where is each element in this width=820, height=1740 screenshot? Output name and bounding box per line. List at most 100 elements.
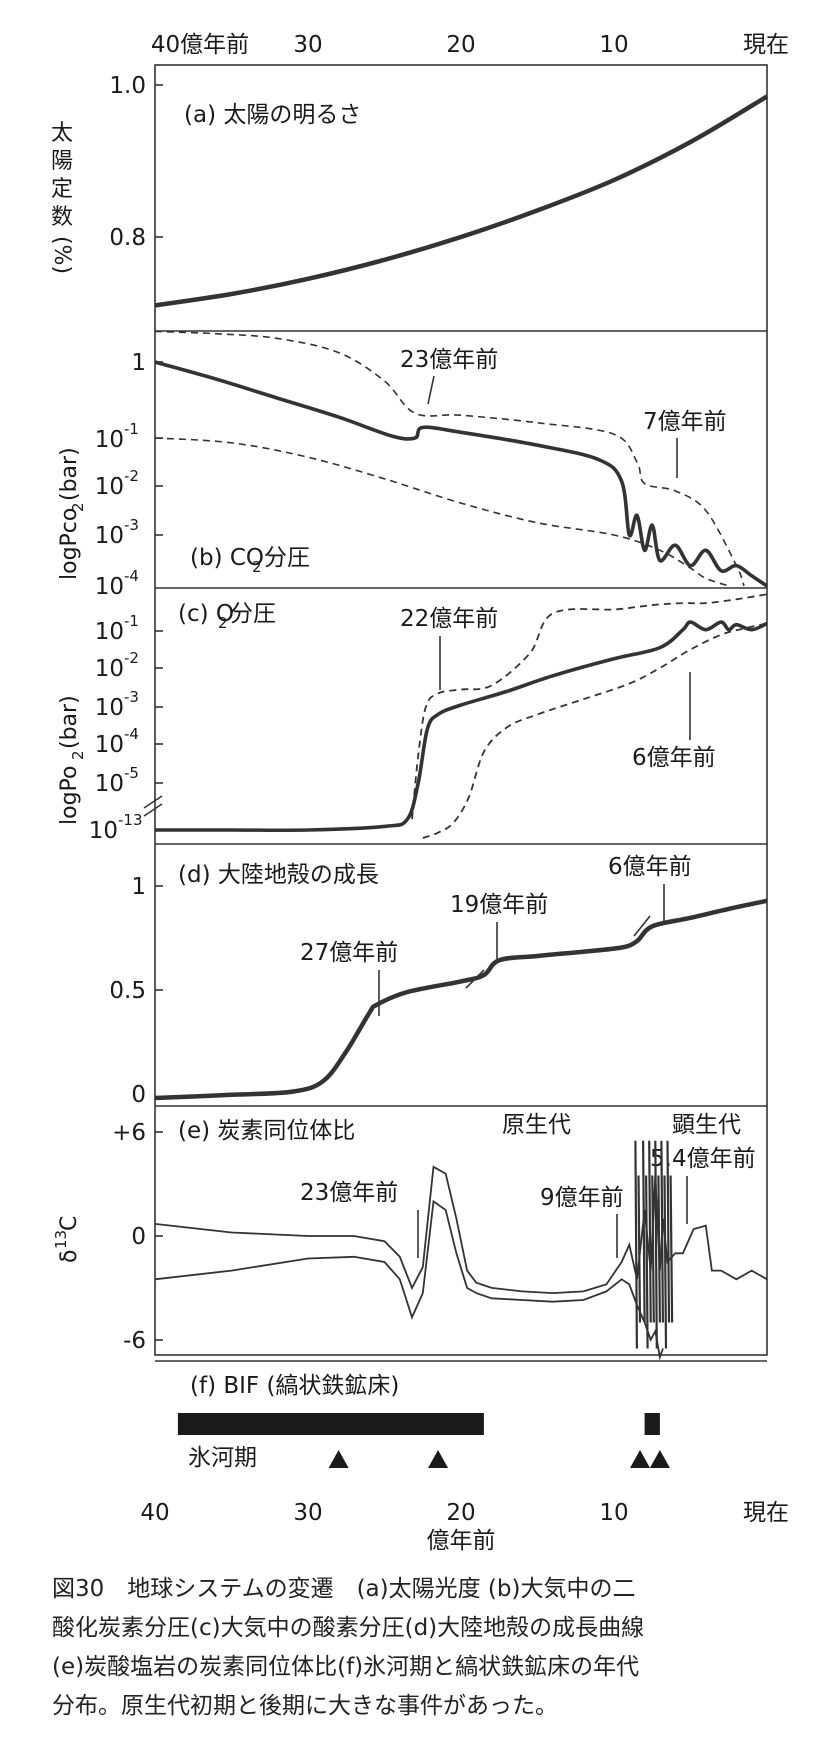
panel-b-label-text: (b) CO: [190, 545, 264, 571]
caption-line: 図30 地球システムの変遷 (a)太陽光度 (b)大気中の二: [52, 1576, 636, 1602]
panel-e-label: (e) 炭素同位体比: [178, 1118, 355, 1144]
o2-upper-bound-line: [411, 593, 768, 820]
panel-b-ylabel: logPco 2 (bar): [57, 447, 87, 580]
bottom-tick-20: 20: [446, 1500, 475, 1526]
d-annotation-27: 27億年前: [300, 940, 398, 966]
b-ytick-1e-2: 10 -2: [95, 467, 163, 500]
d-ytick-label: 1: [131, 874, 146, 900]
caption-line: (e)炭酸塩岩の炭素同位体比(f)氷河期と縞状鉄鉱床の年代: [52, 1654, 640, 1680]
d-ytick-label: 0.5: [109, 978, 146, 1004]
d-annotation-19: 19億年前: [450, 892, 548, 918]
c-ytick-exp: -4: [124, 725, 139, 743]
panel-a-ylabel: 太 陽 定 数 (%): [49, 121, 74, 274]
isotope-spike: [637, 1175, 642, 1323]
co2-lower-bound-line: [154, 437, 730, 587]
bottom-tick-30: 30: [293, 1500, 322, 1526]
c-ytick-1e-4: 10 -4: [95, 725, 163, 758]
isotope-spike: [666, 1140, 671, 1323]
c-ytick-1e-5: 10 -5: [95, 764, 163, 797]
panel-c-label-sub: 2: [218, 614, 228, 632]
panel-b-label: (b) CO 2 分圧: [190, 545, 310, 576]
c-annotation-22: 22億年前: [400, 606, 498, 632]
d-ytick-0: 0: [131, 1082, 146, 1108]
caption-line: 酸化炭素分圧(c)大気中の酸素分圧(d)大陸地殻の成長曲線: [52, 1615, 645, 1641]
c-ytick-1e-1: 10 -1: [95, 612, 163, 645]
glaciation-marker: [630, 1450, 651, 1468]
panel-c-label-text: (c) O: [178, 601, 234, 627]
glaciation-marker: [328, 1450, 349, 1468]
c-annotation-6: 6億年前: [632, 745, 716, 771]
o2-lower-bound-line: [422, 622, 768, 839]
panel-c-ylabel: logPo 2 (bar): [57, 695, 87, 825]
e-ytick-0: 0: [131, 1224, 163, 1250]
b-ytick-1e-3: 10 -3: [95, 516, 163, 549]
d-ytick-1: 1: [131, 874, 163, 900]
figure-caption: 図30 地球システムの変遷 (a)太陽光度 (b)大気中の二 酸化炭素分圧(c)…: [52, 1570, 812, 1726]
c-ytick-base: 10: [95, 619, 124, 645]
isotope-spike: [648, 1140, 652, 1323]
bottom-tick-now: 現在: [743, 1500, 789, 1526]
c-ytick-base: 10: [95, 771, 124, 797]
panel-c-label-suffix: 分圧: [230, 601, 276, 627]
panel-a-ylabel-char: 定: [51, 177, 73, 202]
d-ytick-label: 0: [131, 1082, 146, 1108]
isotope-spike: [663, 1175, 668, 1349]
c-ytick-base: 10: [95, 695, 124, 721]
b-ytick-exp: -4: [124, 567, 139, 585]
isotope-spike: [657, 1175, 661, 1323]
b-annotation-7: 7億年前: [643, 409, 727, 435]
e-annotation-23: 23億年前: [300, 1180, 398, 1206]
carbon-isotope-lower-line: [154, 1199, 664, 1361]
isotope-spike: [634, 1140, 638, 1349]
top-tick-30: 30: [293, 32, 322, 58]
b-ytick-1e-4: 10 -4: [95, 567, 139, 600]
f-glacial-label: 氷河期: [188, 1445, 257, 1471]
b-ytick-label: 1: [131, 350, 146, 376]
panel-b-label-sub: 2: [252, 558, 262, 576]
isotope-spike: [642, 1140, 646, 1323]
c-ytick-exp: -3: [124, 688, 139, 706]
c-axis-break-icon: [143, 795, 163, 817]
plot-frame: [154, 64, 768, 1356]
bottom-tick-10: 10: [599, 1500, 628, 1526]
top-tick-40: 40億年前: [151, 32, 249, 58]
glaciation-marker: [428, 1450, 449, 1468]
b-ytick-exp: -1: [124, 420, 139, 438]
a-ytick-0.8: 0.8: [109, 225, 146, 251]
top-axis: 40億年前 30 20 10 現在: [151, 32, 789, 58]
isotope-spike: [660, 1140, 664, 1323]
b-ytick-exp: -3: [124, 516, 139, 534]
bottom-tick-40: 40: [140, 1500, 169, 1526]
crust-growth-line: [154, 898, 768, 1101]
isotope-spike: [669, 1175, 674, 1323]
c-ytick-base: 10: [95, 732, 124, 758]
top-tick-now: 現在: [743, 32, 789, 58]
c-ytick-exp: -5: [124, 764, 139, 782]
panel-b-ylabel-sub: 2: [69, 502, 87, 512]
e-ytick-minus6: -6: [123, 1328, 163, 1354]
co2-main-line: [154, 360, 769, 588]
co2-upper-bound-line: [154, 330, 745, 587]
e-annotation-9: 9億年前: [540, 1185, 624, 1211]
solar-luminosity-line: [154, 94, 769, 308]
panel-e-ylabel: δ 13 C: [52, 1216, 82, 1263]
isotope-spike: [645, 1175, 649, 1349]
c-ytick-base: 10: [89, 818, 118, 844]
b-ytick-base: 10: [95, 523, 124, 549]
b-annotation-23: 23億年前: [400, 347, 498, 373]
panel-e-ylabel-delta: δ: [57, 1250, 82, 1263]
c-ytick-exp: -13: [118, 811, 143, 829]
panel-b-ylabel-text: logPco: [57, 508, 82, 580]
panel-f-label: (f) BIF (縞状鉄鉱床): [190, 1373, 399, 1399]
panel-a-label: (a) 太陽の明るさ: [184, 102, 361, 128]
e-ytick-plus6: +6: [112, 1120, 163, 1146]
a-ytick-1.0: 1.0: [109, 73, 146, 99]
b-ytick-base: 10: [95, 427, 124, 453]
panel-c-ylabel-suffix: (bar): [57, 695, 82, 749]
isotope-spike: [654, 1140, 658, 1349]
b-arrow-23: [427, 375, 435, 405]
c-ytick-1e-3: 10 -3: [95, 688, 163, 721]
bif-bar: [644, 1413, 660, 1435]
panel-a-ylabel-char: 数: [51, 205, 73, 230]
e-label-phanerozoic: 顕生代: [672, 1112, 741, 1138]
